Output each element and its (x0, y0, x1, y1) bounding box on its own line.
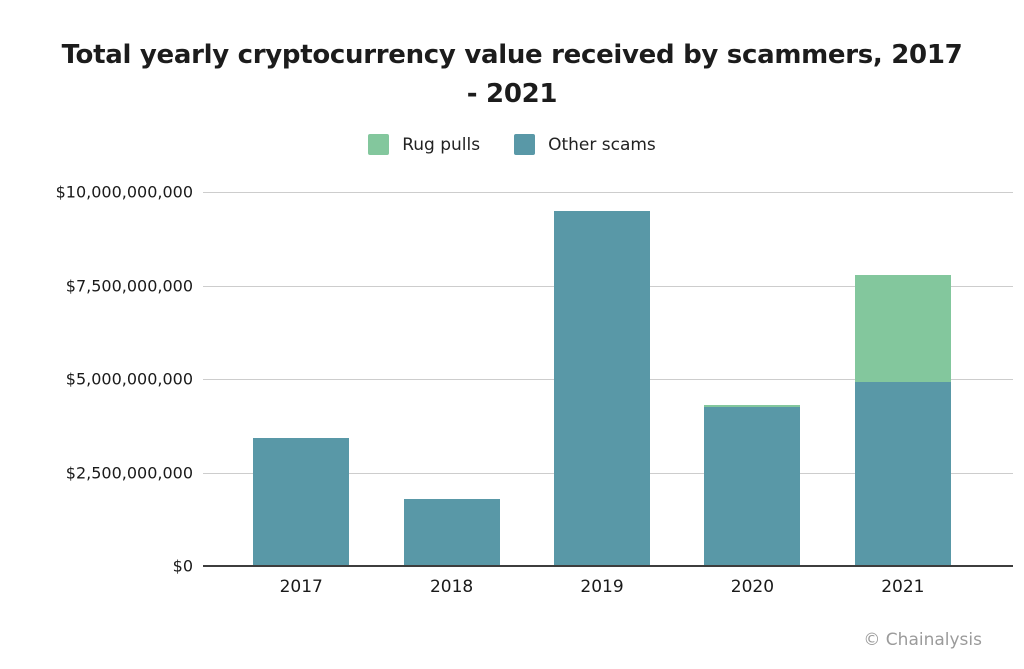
bar-segment-2021-rug-pulls (854, 275, 951, 382)
bar-segment-2018-other-scams (403, 499, 500, 566)
y-tick-label-5b: $5,000,000,000 (65, 369, 193, 389)
legend-swatch-other-scams (514, 134, 536, 155)
chart-title-line-1: Total yearly cryptocurrency value receiv… (61, 40, 963, 70)
y-tick-label-10b: $10,000,000,000 (55, 182, 193, 202)
bars-row (226, 192, 978, 566)
bar-column-2021 (828, 192, 978, 566)
x-axis-line (203, 565, 1013, 567)
bar-segment-2017-other-scams (253, 438, 350, 566)
y-axis-labels: $10,000,000,000 $7,500,000,000 $5,000,000,… (0, 183, 193, 576)
bar-stack-2019 (554, 211, 651, 566)
bar-column-2018 (376, 192, 526, 566)
chart-title: Total yearly cryptocurrency value receiv… (0, 36, 1024, 114)
gridline-10b (203, 192, 1013, 193)
bar-segment-2021-other-scams (854, 382, 951, 566)
legend-label-rug-pulls: Rug pulls (402, 134, 481, 155)
bar-stack-2017 (253, 438, 350, 566)
x-axis-label-2019: 2019 (580, 577, 624, 597)
legend-swatch-rug-pulls (368, 134, 390, 155)
watermark: © Chainalysis (863, 630, 982, 650)
x-axis-label-2018: 2018 (429, 577, 474, 597)
bar-column-2017 (226, 192, 376, 566)
y-tick-label-7.5b: $7,500,000,000 (65, 276, 193, 295)
y-tick-label-0b: $0 (172, 556, 193, 576)
x-axis-label-2021: 2021 (881, 577, 925, 597)
bar-stack-2021 (854, 275, 951, 566)
legend-item-rug-pulls: Rug pulls (368, 134, 480, 155)
legend-label-other-scams: Other scams (548, 134, 656, 155)
y-tick-label-2.5b: $2,500,000,000 (65, 463, 193, 482)
plot-area (203, 192, 1013, 567)
chart-title-line-2: - 2021 (466, 79, 558, 109)
bar-stack-2018 (403, 499, 500, 566)
legend: Rug pulls Other scams (0, 134, 1024, 155)
bar-column-2020 (677, 192, 827, 566)
bar-column-2019 (527, 192, 677, 566)
x-axis-label-2017: 2017 (279, 577, 323, 597)
legend-item-other-scams: Other scams (514, 134, 656, 155)
bar-segment-2019-other-scams (554, 211, 651, 566)
x-axis-label-2020: 2020 (730, 577, 775, 597)
bar-segment-2020-other-scams (704, 407, 801, 566)
bar-segment-2020-rug-pulls (704, 405, 801, 407)
bar-stack-2020 (704, 405, 801, 566)
x-axis-labels: 2017 2018 2019 2020 2021 (226, 577, 978, 597)
